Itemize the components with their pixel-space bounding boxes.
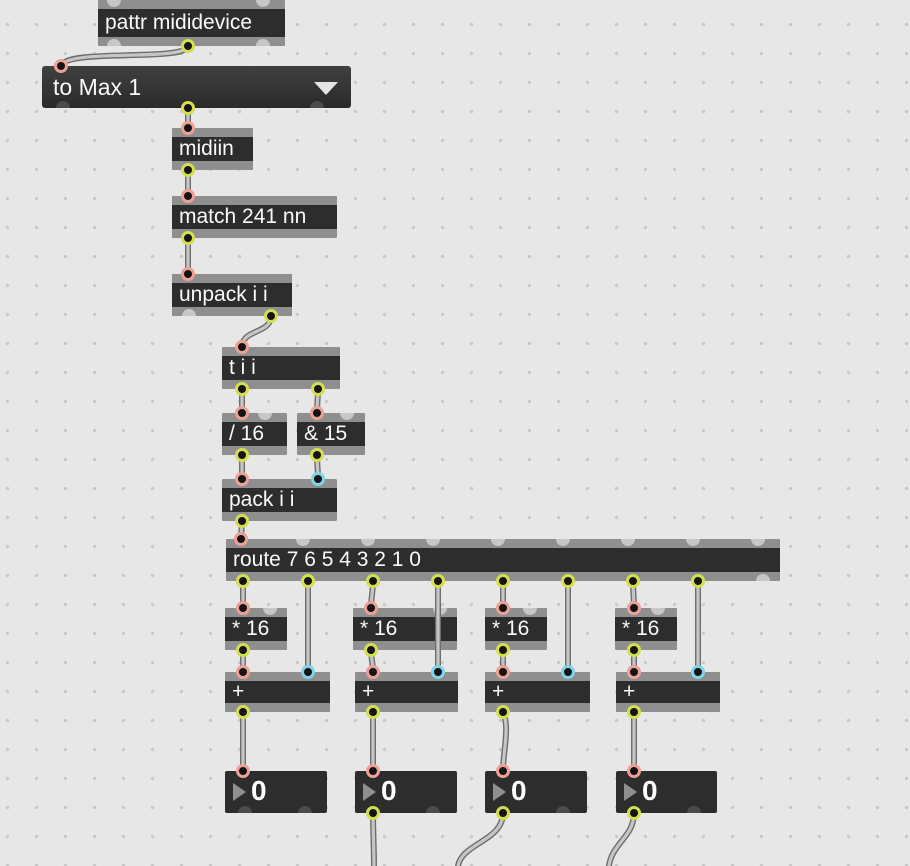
outlet-bar	[222, 512, 337, 521]
number-value: 0	[511, 775, 527, 806]
object-box-label: * 16	[492, 617, 530, 640]
object-box-multiply-1[interactable]: * 16	[225, 608, 287, 650]
object-box-pack[interactable]: pack i i	[222, 479, 337, 521]
object-box-match[interactable]: match 241 nn	[172, 196, 337, 238]
outlet-bar	[172, 161, 253, 170]
object-box-add-4[interactable]: +	[616, 672, 720, 712]
dropdown-arrow-icon	[314, 82, 338, 95]
outlet-bar	[172, 229, 337, 238]
object-box-label: midiin	[179, 137, 234, 160]
number-box-1[interactable]: 0	[225, 771, 327, 813]
object-box-label: match 241 nn	[179, 205, 307, 228]
object-box-divide[interactable]: / 16	[222, 413, 287, 455]
inlet-bar	[172, 274, 292, 283]
object-box-route[interactable]: route 7 6 5 4 3 2 1 0	[226, 539, 780, 581]
outlet-bar	[172, 307, 292, 316]
outlet-bar	[222, 380, 340, 389]
number-drag-triangle-icon	[493, 783, 506, 801]
inlet-bar	[225, 608, 287, 617]
inlet-bar	[222, 413, 287, 422]
object-box-label: +	[623, 681, 636, 703]
number-box-2[interactable]: 0	[355, 771, 457, 813]
object-box-add-3[interactable]: +	[485, 672, 590, 712]
object-box-midiin[interactable]: midiin	[172, 128, 253, 170]
outlet-bar	[226, 572, 780, 581]
outlet-bar	[225, 703, 330, 712]
outlet-bar	[615, 641, 677, 650]
object-box-label: * 16	[232, 617, 270, 640]
inlet-bar	[297, 413, 365, 422]
object-box-label: t i i	[229, 356, 256, 379]
outlet-bar	[222, 446, 287, 455]
inlet-bar	[222, 347, 340, 356]
inlet-bar	[172, 196, 337, 205]
inlet-bar	[172, 128, 253, 137]
object-box-multiply-4[interactable]: * 16	[615, 608, 677, 650]
object-box-add-2[interactable]: +	[355, 672, 458, 712]
object-box-label: +	[492, 681, 505, 703]
number-drag-triangle-icon	[624, 783, 637, 801]
inlet-bar	[226, 539, 780, 548]
object-box-label: +	[232, 681, 245, 703]
number-drag-triangle-icon	[363, 783, 376, 801]
object-box-multiply-3[interactable]: * 16	[485, 608, 547, 650]
inlet-bar	[616, 672, 720, 681]
midi-device-menu[interactable]: to Max 1	[42, 66, 351, 108]
outlet-bar	[297, 446, 365, 455]
menu-selected-label: to Max 1	[53, 73, 142, 100]
object-box-label: * 16	[360, 617, 398, 640]
outlet-bar	[616, 703, 720, 712]
object-box-label: unpack i i	[179, 283, 268, 306]
object-box-label: pattr mididevice	[105, 11, 253, 34]
number-value: 0	[251, 775, 267, 806]
outlet-bar	[485, 703, 590, 712]
outlet-bar	[353, 641, 457, 650]
number-value: 0	[381, 775, 397, 806]
inlet-bar	[225, 672, 330, 681]
number-drag-triangle-icon	[233, 783, 246, 801]
inlet-bar	[485, 672, 590, 681]
object-box-label: * 16	[622, 617, 660, 640]
object-box-bitand[interactable]: & 15	[297, 413, 365, 455]
object-box-label: +	[362, 681, 375, 703]
number-box-4[interactable]: 0	[616, 771, 717, 813]
object-box-pattr[interactable]: pattr mididevice	[98, 0, 285, 46]
inlet-bar	[615, 608, 677, 617]
object-box-add-1[interactable]: +	[225, 672, 330, 712]
object-box-label: / 16	[229, 422, 265, 445]
outlet-bar	[355, 703, 458, 712]
inlet-bar	[222, 479, 337, 488]
outlet-bar	[98, 37, 285, 46]
object-box-label: & 15	[304, 422, 348, 445]
object-box-label: route 7 6 5 4 3 2 1 0	[233, 548, 421, 571]
outlet-bar	[485, 641, 547, 650]
object-box-label: pack i i	[229, 488, 295, 511]
number-box-3[interactable]: 0	[485, 771, 587, 813]
object-box-multiply-2[interactable]: * 16	[353, 608, 457, 650]
object-box-unpack[interactable]: unpack i i	[172, 274, 292, 316]
inlet-bar	[353, 608, 457, 617]
object-box-trigger[interactable]: t i i	[222, 347, 340, 389]
inlet-bar	[485, 608, 547, 617]
number-value: 0	[642, 775, 658, 806]
outlet-bar	[225, 641, 287, 650]
inlet-bar	[355, 672, 458, 681]
inlet-bar	[98, 0, 285, 9]
